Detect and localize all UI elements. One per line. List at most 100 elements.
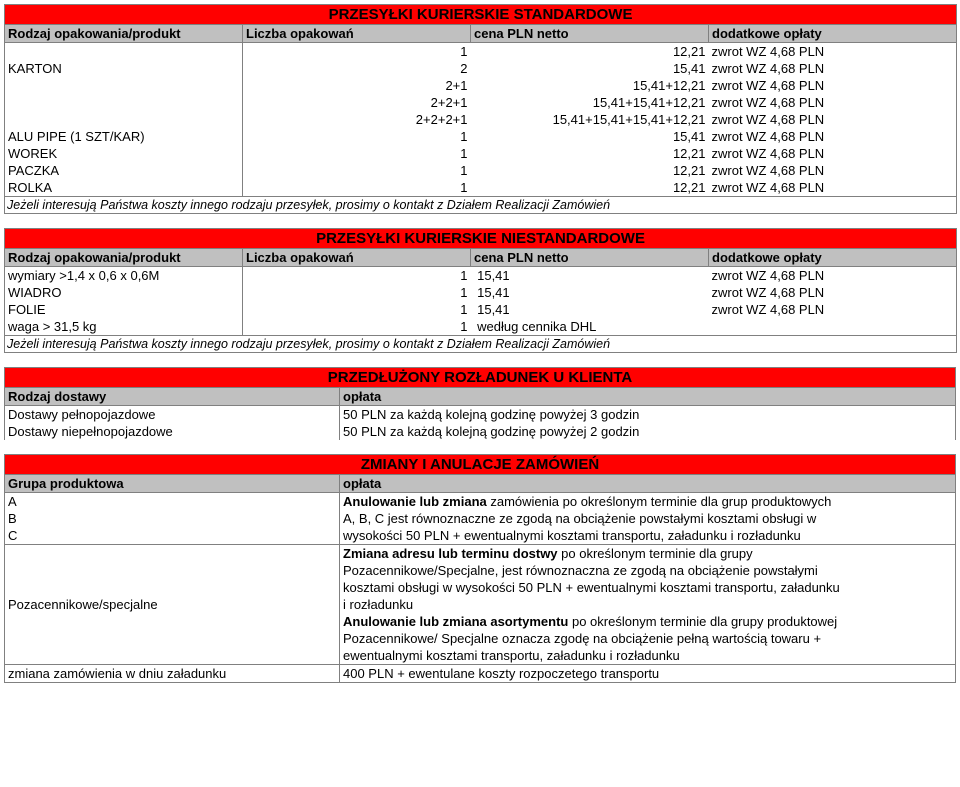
cell: zwrot WZ 4,68 PLN [709, 128, 957, 145]
section-title-1: PRZESYŁKI KURIERSKIE STANDARDOWE [5, 5, 957, 25]
table-row: zmiana zamówienia w dniu załadunku 400 P… [5, 665, 956, 683]
cell: 1 [243, 128, 471, 145]
section-title-2: PRZESYŁKI KURIERSKIE NIESTANDARDOWE [5, 229, 957, 249]
cell: 2+2+2+1 [243, 111, 471, 128]
table-kurierskie-niestandardowe: PRZESYŁKI KURIERSKIE NIESTANDARDOWE Rodz… [4, 228, 957, 353]
cell: 50 PLN za każdą kolejną godzinę powyżej … [340, 406, 956, 424]
cell: Pozacennikowe/ Specjalne oznacza zgodę n… [340, 630, 956, 647]
cell: 12,21 [471, 179, 709, 197]
cell: ALU PIPE (1 SZT/KAR) [5, 128, 243, 145]
table-row: KARTON215,41zwrot WZ 4,68 PLN [5, 60, 957, 77]
cell: kosztami obsługi w wysokości 50 PLN + ew… [340, 579, 956, 596]
cell: zwrot WZ 4,68 PLN [709, 111, 957, 128]
col-header: dodatkowe opłaty [709, 25, 957, 43]
table-row: ALU PIPE (1 SZT/KAR)115,41zwrot WZ 4,68 … [5, 128, 957, 145]
col-header: Rodzaj opakowania/produkt [5, 249, 243, 267]
table-zmiany-anulacje: ZMIANY I ANULACJE ZAMÓWIEŃ Grupa produkt… [4, 454, 956, 683]
cell: 15,41 [471, 267, 709, 285]
cell: zwrot WZ 4,68 PLN [709, 94, 957, 111]
cell [5, 94, 243, 111]
cell: 2+2+1 [243, 94, 471, 111]
cell: ROLKA [5, 179, 243, 197]
cell: A, B, C jest równoznaczne ze zgodą na ob… [340, 510, 956, 527]
table-row: A Anulowanie lub zmiana zamówienia po ok… [5, 493, 956, 511]
cell: Anulowanie lub zmiana asortymentu po okr… [340, 613, 956, 630]
table-row: 2+115,41+12,21zwrot WZ 4,68 PLN [5, 77, 957, 94]
cell: zwrot WZ 4,68 PLN [709, 77, 957, 94]
cell: 1 [243, 162, 471, 179]
cell: waga > 31,5 kg [5, 318, 243, 336]
cell: Dostawy pełnopojazdowe [5, 406, 340, 424]
cell: Dostawy niepełnopojazdowe [5, 423, 340, 440]
cell: 12,21 [471, 145, 709, 162]
cell: 15,41 [471, 60, 709, 77]
cell: Pozacennikowe/Specjalne, jest równoznacz… [340, 562, 956, 579]
cell [5, 43, 243, 61]
col-header: opłata [340, 388, 956, 406]
cell: ewentualnymi kosztami transportu, załadu… [340, 647, 956, 665]
cell: 15,41+15,41+15,41+12,21 [471, 111, 709, 128]
cell: WOREK [5, 145, 243, 162]
cell: 1 [243, 284, 471, 301]
cell: KARTON [5, 60, 243, 77]
table-row: B A, B, C jest równoznaczne ze zgodą na … [5, 510, 956, 527]
section-title-4: ZMIANY I ANULACJE ZAMÓWIEŃ [5, 455, 956, 475]
cell: wysokości 50 PLN + ewentualnymi kosztami… [340, 527, 956, 545]
table-row: 2+2+115,41+15,41+12,21zwrot WZ 4,68 PLN [5, 94, 957, 111]
table-row: PACZKA112,21zwrot WZ 4,68 PLN [5, 162, 957, 179]
table-row: waga > 31,5 kg1 według cennika DHL [5, 318, 957, 336]
cell: i rozładunku [340, 596, 956, 613]
table-row: Dostawy niepełnopojazdowe50 PLN za każdą… [5, 423, 956, 440]
cell: 15,41 [471, 128, 709, 145]
cell: zwrot WZ 4,68 PLN [709, 162, 957, 179]
table-row: 2+2+2+115,41+15,41+15,41+12,21zwrot WZ 4… [5, 111, 957, 128]
cell: zwrot WZ 4,68 PLN [709, 179, 957, 197]
cell: 15,41 [471, 284, 709, 301]
cell: 400 PLN + ewentulane koszty rozpoczetego… [340, 665, 956, 683]
cell: zwrot WZ 4,68 PLN [709, 43, 957, 61]
table-row: Dostawy pełnopojazdowe50 PLN za każdą ko… [5, 406, 956, 424]
cell: 2+1 [243, 77, 471, 94]
cell: 1 [243, 301, 471, 318]
cell: 50 PLN za każdą kolejną godzinę powyżej … [340, 423, 956, 440]
cell: zwrot WZ 4,68 PLN [709, 267, 957, 285]
section-title-3: PRZEDŁUŻONY ROZŁADUNEK U KLIENTA [5, 368, 956, 388]
cell: 15,41+12,21 [471, 77, 709, 94]
cell: PACZKA [5, 162, 243, 179]
cell: 1 [243, 43, 471, 61]
cell: Anulowanie lub zmiana zamówienia po okre… [340, 493, 956, 511]
cell [5, 111, 243, 128]
cell: zwrot WZ 4,68 PLN [709, 284, 957, 301]
cell: zmiana zamówienia w dniu załadunku [5, 665, 340, 683]
table-row: WOREK112,21zwrot WZ 4,68 PLN [5, 145, 957, 162]
cell: Zmiana adresu lub terminu dostwy po okre… [340, 545, 956, 563]
cell: 12,21 [471, 162, 709, 179]
note-text: Jeżeli interesują Państwa koszty innego … [5, 197, 957, 214]
col-header: cena PLN netto [471, 25, 709, 43]
cell: B [5, 510, 340, 527]
table-row: C wysokości 50 PLN + ewentualnymi koszta… [5, 527, 956, 545]
cell [709, 318, 957, 336]
cell: 1 [243, 145, 471, 162]
cell: według cennika DHL [471, 318, 709, 336]
col-header: cena PLN netto [471, 249, 709, 267]
cell: zwrot WZ 4,68 PLN [709, 301, 957, 318]
table-row: WIADRO1 15,41zwrot WZ 4,68 PLN [5, 284, 957, 301]
cell [5, 77, 243, 94]
cell: 2 [243, 60, 471, 77]
cell: wymiary >1,4 x 0,6 x 0,6M [5, 267, 243, 285]
table-row: FOLIE1 15,41zwrot WZ 4,68 PLN [5, 301, 957, 318]
cell: 12,21 [471, 43, 709, 61]
cell: zwrot WZ 4,68 PLN [709, 60, 957, 77]
cell: FOLIE [5, 301, 243, 318]
note-text: Jeżeli interesują Państwa koszty innego … [5, 336, 957, 353]
table-row: 112,21zwrot WZ 4,68 PLN [5, 43, 957, 61]
table-row: wymiary >1,4 x 0,6 x 0,6M1 15,41zwrot WZ… [5, 267, 957, 285]
cell: WIADRO [5, 284, 243, 301]
cell: 15,41+15,41+12,21 [471, 94, 709, 111]
table-kurierskie-standardowe: PRZESYŁKI KURIERSKIE STANDARDOWE Rodzaj … [4, 4, 957, 214]
cell: C [5, 527, 340, 545]
col-header: Rodzaj dostawy [5, 388, 340, 406]
cell: Pozacennikowe/specjalne [5, 545, 340, 665]
col-header: dodatkowe opłaty [709, 249, 957, 267]
